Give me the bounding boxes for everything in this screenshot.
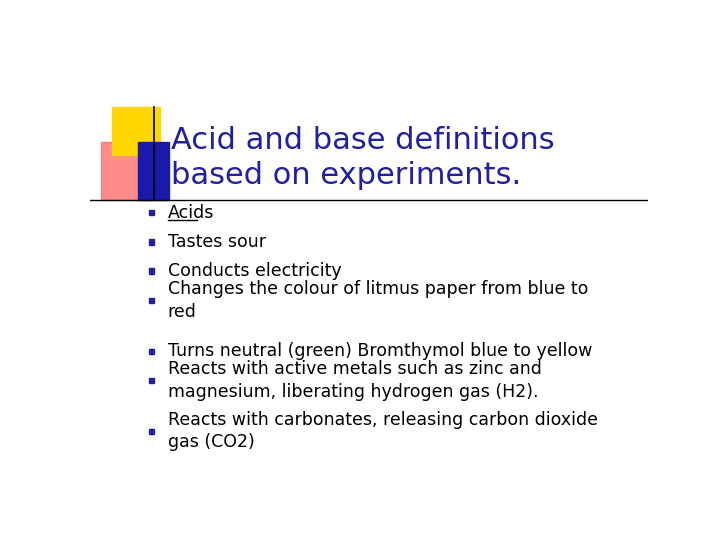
Text: Acids: Acids xyxy=(168,204,214,221)
Text: Acid and base definitions
based on experiments.: Acid and base definitions based on exper… xyxy=(171,126,555,190)
Text: Tastes sour: Tastes sour xyxy=(168,233,266,251)
Text: Changes the colour of litmus paper from blue to
red: Changes the colour of litmus paper from … xyxy=(168,280,588,321)
Bar xyxy=(149,210,154,215)
Bar xyxy=(149,298,154,303)
Text: Reacts with carbonates, releasing carbon dioxide
gas (CO2): Reacts with carbonates, releasing carbon… xyxy=(168,411,598,451)
Bar xyxy=(149,429,154,434)
Text: Turns neutral (green) Bromthymol blue to yellow: Turns neutral (green) Bromthymol blue to… xyxy=(168,342,592,360)
Text: Reacts with active metals such as zinc and
magnesium, liberating hydrogen gas (H: Reacts with active metals such as zinc a… xyxy=(168,360,541,401)
Bar xyxy=(149,268,154,274)
Bar xyxy=(112,107,160,155)
FancyBboxPatch shape xyxy=(101,142,151,200)
Bar xyxy=(149,378,154,383)
Bar xyxy=(149,348,154,354)
Bar xyxy=(149,239,154,245)
Text: Conducts electricity: Conducts electricity xyxy=(168,262,341,280)
Bar xyxy=(138,142,169,200)
